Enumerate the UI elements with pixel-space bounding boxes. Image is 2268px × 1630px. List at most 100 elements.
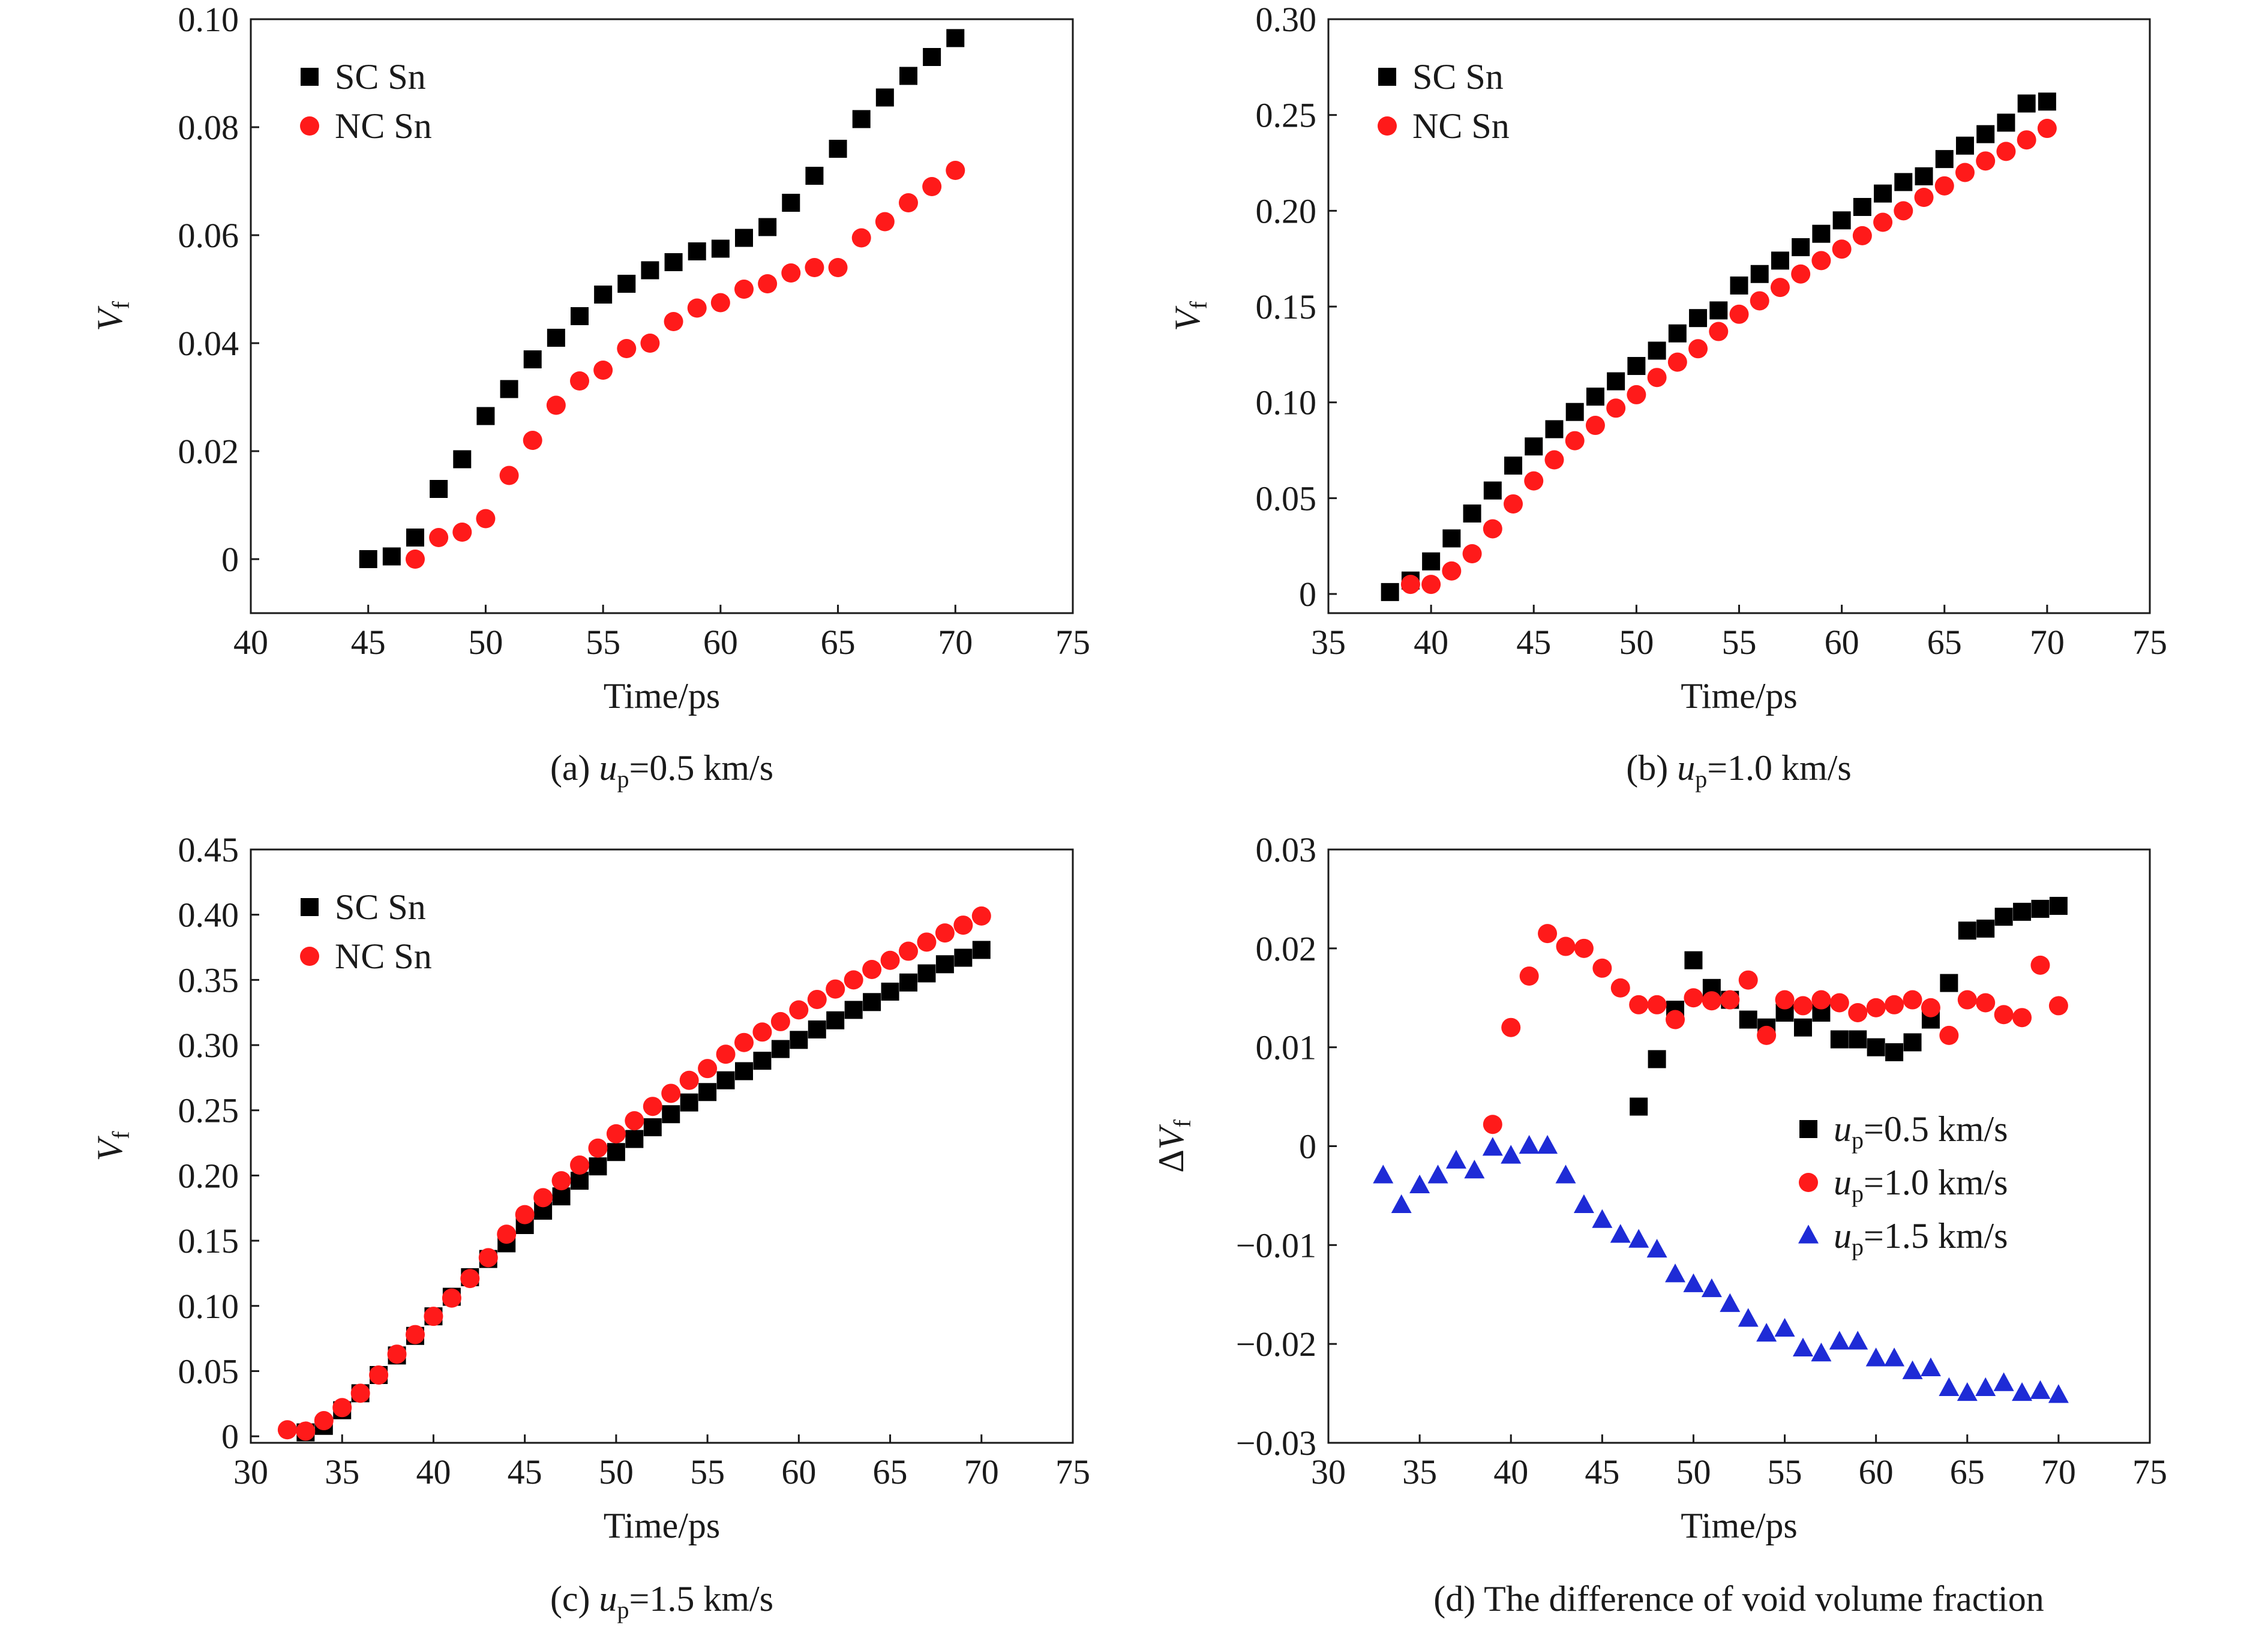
data-point-square	[1730, 276, 1748, 295]
data-point-circle	[1996, 142, 2016, 161]
data-point-square	[1381, 583, 1399, 601]
legend: SC Sn NC Sn	[300, 57, 432, 146]
data-point-square	[1867, 1038, 1885, 1056]
data-point-square	[523, 350, 542, 368]
data-point-square	[2049, 896, 2068, 915]
x-tick-label: 50	[1676, 1452, 1711, 1491]
data-point-square	[716, 1071, 735, 1089]
series-circle	[277, 906, 991, 1441]
legend-marker-square	[1378, 68, 1396, 86]
data-point-square	[547, 329, 565, 347]
data-point-circle	[1738, 970, 1758, 990]
data-point-square	[1976, 919, 1995, 938]
data-point-circle	[1400, 575, 1420, 595]
legend-label-value: =0.5 km/s	[1864, 1109, 2008, 1149]
legend-label-value: =1.0 km/s	[1864, 1163, 2008, 1202]
y-axis-subscript: f	[107, 1131, 134, 1139]
data-point-square	[641, 261, 659, 280]
data-point-square	[1750, 265, 1769, 283]
data-point-square	[1442, 529, 1461, 548]
y-tick-label: 0	[221, 540, 239, 579]
data-point-circle	[1750, 291, 1769, 311]
y-tick-label: 0.05	[178, 1352, 239, 1391]
data-point-square	[382, 547, 401, 566]
x-tick-label: 65	[821, 623, 856, 662]
data-point-triangle	[1975, 1377, 1996, 1396]
y-axis-title: ΔVf	[1151, 1119, 1196, 1173]
data-point-square	[1935, 150, 1954, 169]
data-point-triangle	[1902, 1360, 1923, 1379]
data-point-square	[1463, 504, 1481, 523]
data-point-circle	[789, 1000, 809, 1020]
y-tick-label: 0.15	[178, 1221, 239, 1260]
data-point-triangle	[1373, 1164, 1394, 1184]
x-tick-label: 40	[416, 1452, 451, 1491]
x-tick-label: 35	[1402, 1452, 1437, 1491]
y-tick-label: 0.10	[178, 1287, 239, 1326]
data-point-circle	[442, 1288, 461, 1308]
y-axis-title: Vf	[90, 1131, 134, 1161]
data-point-circle	[2012, 1008, 2032, 1028]
legend-label: up=0.5 km/s	[1834, 1109, 2008, 1154]
data-point-triangle	[1865, 1347, 1886, 1367]
data-point-circle	[1629, 995, 1649, 1014]
data-point-circle	[807, 989, 827, 1009]
y-tick-label: 0.30	[1256, 0, 1317, 39]
data-point-circle	[875, 212, 895, 232]
data-point-triangle	[1555, 1164, 1576, 1184]
plot-frame	[250, 848, 1074, 1444]
data-point-circle	[716, 1044, 736, 1064]
legend-label: NC Sn	[335, 936, 432, 976]
data-point-circle	[476, 509, 496, 529]
data-point-square	[617, 275, 636, 293]
legend-marker-circle	[300, 947, 319, 966]
data-point-circle	[406, 550, 425, 569]
panel-caption: (b) up=1.0 km/s	[1626, 748, 1852, 793]
data-point-circle	[1775, 990, 1795, 1010]
data-point-triangle	[1829, 1331, 1850, 1350]
data-point-triangle	[1792, 1337, 1813, 1357]
data-point-square	[1997, 113, 2015, 132]
y-tick-label: 0	[1299, 1127, 1316, 1166]
data-point-square	[1689, 309, 1708, 328]
data-point-circle	[758, 274, 778, 293]
data-point-square	[1849, 1030, 1867, 1049]
data-point-circle	[1811, 251, 1831, 271]
data-point-square	[1648, 341, 1666, 360]
x-tick-label: 50	[468, 623, 503, 662]
data-point-circle	[478, 1248, 498, 1268]
series-square	[296, 941, 991, 1442]
y-tick-label: 0.02	[1256, 929, 1317, 968]
data-point-triangle	[1501, 1145, 1522, 1164]
legend-label: SC Sn	[335, 887, 426, 927]
data-point-square	[923, 48, 941, 66]
data-point-triangle	[1391, 1194, 1412, 1213]
panel-caption: (c) up=1.5 km/s	[550, 1579, 773, 1623]
series-triangle	[1373, 1134, 2069, 1403]
data-point-triangle	[1445, 1149, 1466, 1169]
x-tick-label: 70	[2041, 1452, 2076, 1491]
chart-panel-d: 30 35 40 45 50 55 60 65 70 75 −0.03 −0.02 −0.01 0 0.01…	[1151, 830, 2167, 1619]
x-tick-label: 75	[1055, 623, 1090, 662]
legend: SC Sn NC Sn	[300, 887, 432, 976]
data-point-square	[1915, 167, 1933, 185]
data-point-square	[698, 1083, 717, 1101]
data-point-square	[711, 239, 730, 258]
y-tick-label: 0.20	[1256, 191, 1317, 230]
data-point-circle	[1873, 212, 1893, 232]
data-point-circle	[429, 528, 449, 547]
data-point-square	[852, 110, 871, 128]
y-tick-label: 0.15	[1256, 287, 1317, 326]
data-point-triangle	[1573, 1194, 1594, 1213]
caption-subscript: p	[617, 766, 629, 793]
data-point-circle	[899, 193, 918, 212]
data-point-square	[1830, 1030, 1849, 1049]
y-tick-label: 0.10	[178, 0, 239, 39]
data-point-square	[935, 955, 954, 974]
data-point-triangle	[1847, 1331, 1868, 1350]
data-point-square	[1586, 388, 1604, 406]
data-point-circle	[922, 177, 942, 196]
x-tick-label: 65	[1950, 1452, 1985, 1491]
y-tick-label: 0.25	[178, 1091, 239, 1130]
data-point-triangle	[1519, 1134, 1540, 1154]
